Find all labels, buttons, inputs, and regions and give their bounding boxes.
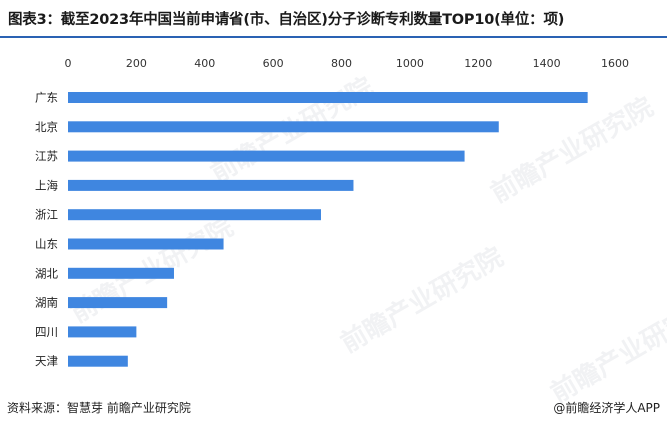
bar-5	[68, 209, 321, 221]
category-label: 广东	[35, 91, 58, 105]
x-tick-label: 200	[126, 57, 147, 70]
bar-4	[68, 179, 354, 191]
chart-title: 图表3：截至2023年中国当前申请省(市、自治区)分子诊断专利数量TOP10(单…	[8, 12, 565, 28]
x-tick-label: 600	[263, 57, 284, 70]
title-underline	[0, 36, 667, 38]
bar-3	[68, 150, 465, 162]
category-label: 山东	[35, 237, 58, 251]
source-note: 资料来源：智慧芽 前瞻产业研究院	[7, 401, 191, 415]
bar-8	[68, 297, 168, 309]
x-tick-label: 1000	[396, 57, 424, 70]
bar-10	[68, 355, 128, 367]
category-label: 天津	[35, 354, 58, 368]
x-tick-label: 1200	[464, 57, 492, 70]
bar-7	[68, 267, 174, 279]
category-label: 上海	[35, 178, 58, 192]
bar-6	[68, 238, 224, 250]
bar-chart: 0 200 400 600 800 1000 1200 1400 1600 广东北京江苏上海浙江山…	[35, 57, 629, 368]
category-label: 湖北	[35, 266, 58, 280]
category-label: 湖南	[35, 296, 58, 310]
bar-2	[68, 121, 499, 133]
bar-9	[68, 326, 137, 338]
x-tick-label: 1600	[601, 57, 629, 70]
x-tick-label: 0	[65, 57, 72, 70]
category-label: 浙江	[35, 208, 58, 222]
x-tick-label: 1400	[533, 57, 561, 70]
category-label: 四川	[35, 325, 58, 339]
credit-note: @前瞻经济学人APP	[553, 401, 660, 415]
x-tick-label: 800	[331, 57, 352, 70]
x-tick-label: 400	[194, 57, 215, 70]
bar-1	[68, 92, 588, 103]
category-label: 北京	[35, 120, 58, 134]
category-label: 江苏	[35, 149, 58, 163]
